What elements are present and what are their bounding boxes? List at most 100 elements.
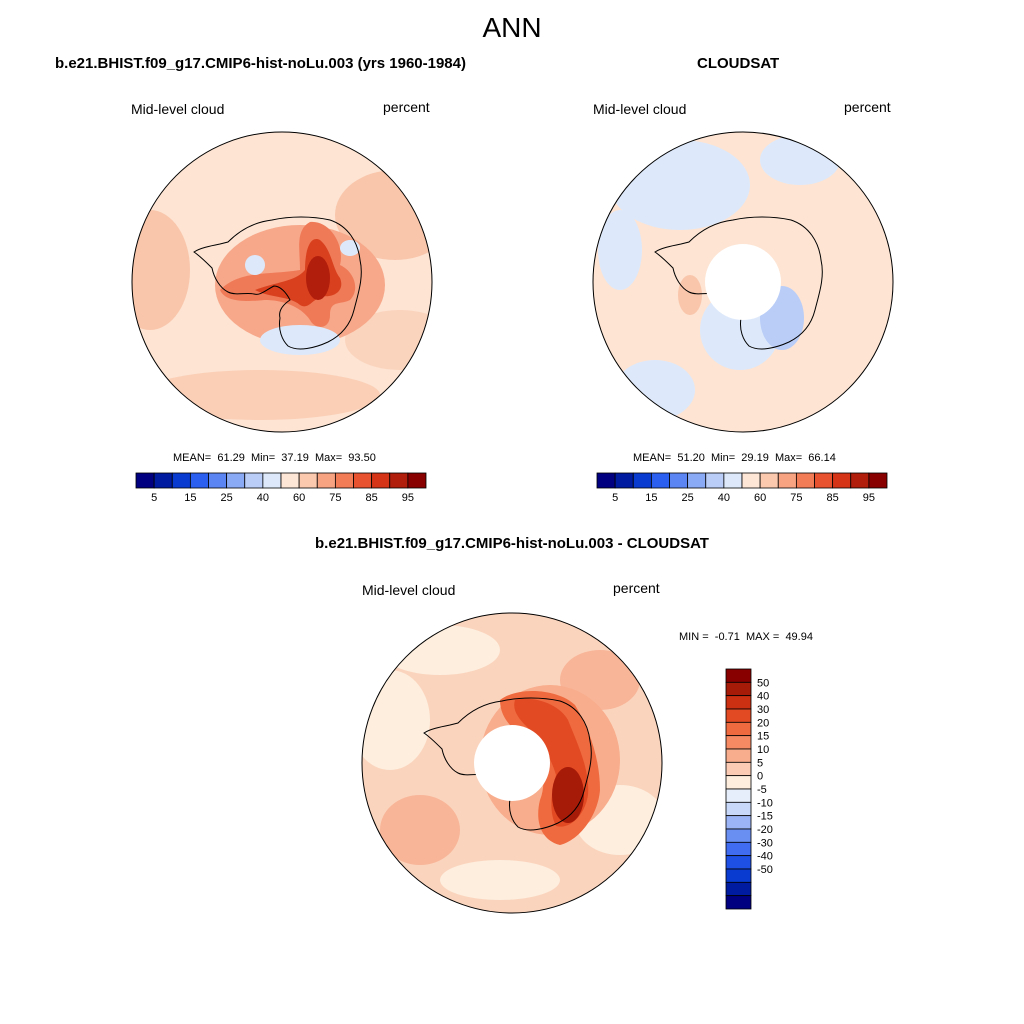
panel1-colorbar-tick-label: 40 [257, 492, 269, 504]
panel1-colorbar-swatch [389, 472, 409, 489]
panel1-colorbar-swatch [407, 472, 427, 489]
panel2-colorbar: 5 15 25 40 60 75 85 95 [596, 472, 888, 504]
panel1-colorbar-tick-label: 95 [402, 492, 414, 504]
panel3-colorbar-tick-label: -15 [757, 811, 773, 823]
season-title: ANN [482, 12, 542, 43]
panel3-colorbar-swatch [725, 735, 752, 750]
panel3-colorbar-swatch [725, 775, 752, 790]
panel2-map-border [592, 131, 894, 433]
panel3-colorbar-tick-label: 15 [757, 731, 769, 743]
panel3-map-border [361, 612, 663, 914]
panel3-pole-hole [474, 725, 550, 801]
panel3-colorbar-swatch [725, 788, 752, 803]
panel2-units-label: percent [844, 99, 891, 115]
panel2-max-value: 66.14 [808, 452, 836, 464]
panel1-colorbar-swatch [171, 472, 191, 489]
panel1-colorbar-tick-label: 75 [329, 492, 341, 504]
panel2-stats: MEAN= 51.20 Min= 29.19 Max= 66.14 [633, 452, 836, 464]
panel2-max-label: Max= [774, 452, 803, 464]
panel2-colorbar-swatch [759, 472, 779, 489]
panel3-max-value: 49.94 [785, 631, 813, 643]
panel3-colorbar-tick-label: 5 [757, 757, 763, 769]
panel3-colorbar-swatch [725, 801, 752, 817]
panel1-mean-value: 61.29 [217, 452, 245, 464]
panel3-units-label: percent [613, 580, 660, 596]
panel3-map [361, 612, 663, 914]
panel3-min-value: -0.71 [714, 631, 740, 643]
panel1-colorbar-swatch [298, 472, 318, 489]
panel2-colorbar-tick-label: 40 [718, 492, 730, 504]
panel3-colorbar-swatch [725, 895, 752, 910]
panel2-colorbar-tick-label: 25 [682, 492, 694, 504]
panel2-min-value: 29.19 [741, 452, 769, 464]
panel2-min-label: Min= [711, 452, 736, 464]
panel3-colorbar-tick-label: -5 [757, 784, 767, 796]
panel3-colorbar-tick-label: 10 [757, 744, 769, 756]
panel1-colorbar: 5 15 25 40 60 75 85 95 [135, 472, 427, 504]
panel3-colorbar-swatch [725, 761, 752, 777]
panel1-colorbar-swatch [262, 472, 282, 489]
panel1-colorbar-swatch [226, 472, 246, 489]
panel2-colorbar-swatch [669, 472, 689, 489]
panel2-colorbar-swatch [596, 472, 616, 489]
panel3-title: b.e21.BHIST.f09_g17.CMIP6-hist-noLu.003 … [315, 535, 709, 552]
panel2-colorbar-swatch [795, 472, 815, 489]
panel3-colorbar-swatch [725, 815, 752, 830]
panel1-colorbar-swatch [371, 472, 391, 489]
panel2-colorbar-tick-label: 95 [863, 492, 875, 504]
panel1-colorbar-swatch [353, 472, 373, 489]
panel2-colorbar-tick-label: 15 [645, 492, 657, 504]
panel1-colorbar-swatch [135, 472, 155, 489]
panel1-min-label: Min= [251, 452, 276, 464]
panel2-colorbar-swatch [850, 472, 870, 489]
panel1-map-border [131, 131, 433, 433]
panel3-colorbar-swatch [725, 841, 752, 857]
panel2-colorbar-swatch [723, 472, 743, 489]
panel3-colorbar-tick-label: 40 [757, 691, 769, 703]
panel2-colorbar-swatch [614, 472, 634, 489]
panel3-colorbar-swatch [725, 708, 752, 723]
panel2-variable-label: Mid-level cloud [593, 101, 687, 117]
panel2-colorbar-swatch [868, 472, 888, 489]
panel1-min-value: 37.19 [281, 452, 309, 464]
panel1-max-value: 93.50 [348, 452, 376, 464]
panel3-colorbar-swatch [725, 748, 752, 763]
panel3-variable-label: Mid-level cloud [362, 582, 456, 598]
panel3-colorbar-tick-label: -30 [757, 837, 773, 849]
panel1-variable-label: Mid-level cloud [131, 101, 225, 117]
panel3-min-label: MIN = [679, 631, 709, 643]
panel3-colorbar-swatch [725, 881, 752, 897]
panel1-stats: MEAN= 61.29 Min= 37.19 Max= 93.50 [173, 452, 376, 464]
panel3-colorbar-swatch [725, 868, 752, 883]
panel2-colorbar-swatch [632, 472, 652, 489]
panel3-colorbar-tick-label: -50 [757, 864, 773, 876]
panel1-colorbar-tick-label: 85 [366, 492, 378, 504]
panel1-colorbar-swatch [153, 472, 173, 489]
panel3-colorbar-swatch [725, 855, 752, 870]
panel2-mean-value: 51.20 [677, 452, 705, 464]
panel3-colorbar-tick-label: 30 [757, 704, 769, 716]
panel3-colorbar-tick-label: -40 [757, 851, 773, 863]
panel3-colorbar-tick-label: 20 [757, 717, 769, 729]
panel2-colorbar-swatch [687, 472, 707, 489]
panel3-colorbar-swatch [725, 668, 752, 683]
panel3-colorbar-swatch [725, 828, 752, 843]
panel3-colorbar-swatch [725, 695, 752, 710]
panel3-stats: MIN = -0.71 MAX = 49.94 [679, 631, 813, 643]
panel3-colorbar-tick-label: 0 [757, 771, 763, 783]
panel2-colorbar-swatch [814, 472, 834, 489]
panel2-colorbar-tick-label: 75 [790, 492, 802, 504]
panel1-max-label: Max= [314, 452, 343, 464]
panel2-colorbar-tick-label: 60 [754, 492, 766, 504]
panel1-title: b.e21.BHIST.f09_g17.CMIP6-hist-noLu.003 … [55, 55, 466, 72]
panel3-colorbar-swatch [725, 681, 752, 697]
panel1-map [131, 131, 433, 433]
panel1-colorbar-tick-label: 15 [184, 492, 196, 504]
panel3-colorbar-swatch [725, 721, 752, 737]
panel1-colorbar-tick-label: 5 [151, 492, 157, 504]
panel2-colorbar-swatch [777, 472, 797, 489]
panel1-colorbar-swatch [334, 472, 354, 489]
panel2-colorbar-swatch [650, 472, 670, 489]
